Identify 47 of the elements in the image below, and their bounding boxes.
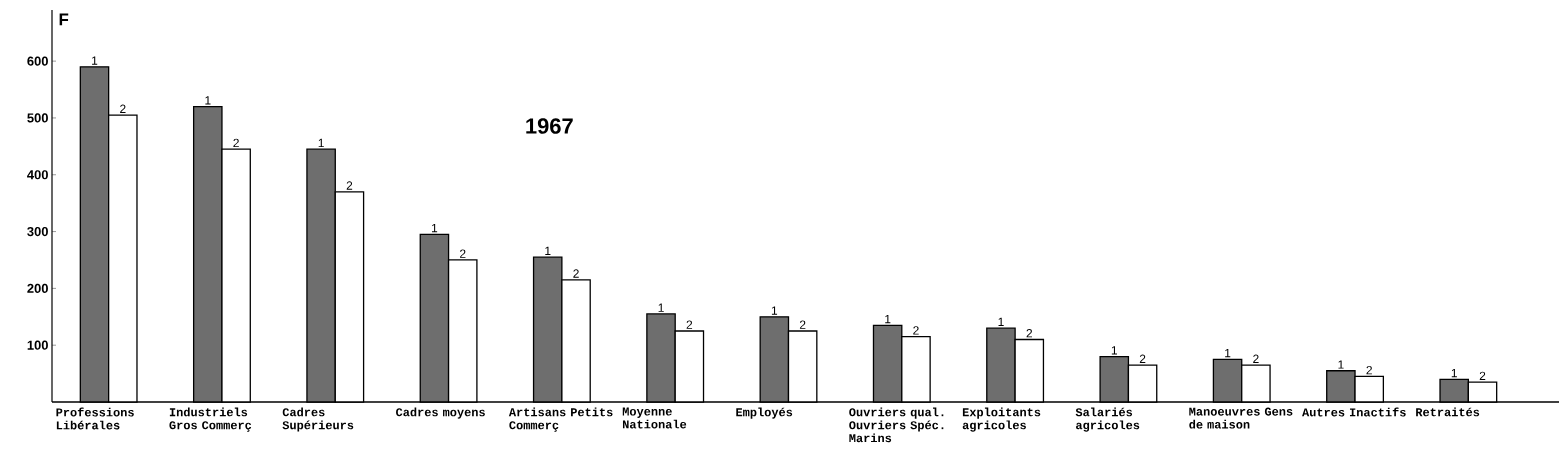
y-tick-label: 100 [27,340,48,350]
text: 1 [1225,349,1231,358]
text: 1 [771,306,778,315]
text: 1 [205,96,211,105]
text: 2 [1366,365,1372,375]
text: 1 [998,317,1004,326]
text: 2 [686,320,693,329]
y-tick-label: 200 [27,283,48,293]
text: 2 [1479,371,1486,380]
text: 2 [1026,329,1032,338]
text: 1 [885,314,891,324]
text: 1 [1111,346,1117,355]
text: 2 [799,320,806,329]
x-tick-label: Retraités [1416,407,1480,417]
y-tick-label: 300 [27,226,48,237]
y-tick-label: 500 [27,113,48,123]
x-tick-label: Autres Inactifs [1302,407,1406,417]
text: 1 [1451,368,1457,378]
x-tick-label: Exploitants agricoles [962,407,1041,432]
text: 1 [92,56,98,65]
x-tick-label: Manoeuvres Gens de maison [1189,407,1293,429]
x-tick-label: Industriels Gros Commerç [169,407,252,432]
text: 1 [432,224,438,233]
series-label: 2 [233,138,239,148]
text: 2 [1253,354,1259,363]
x-tick-label: Professions Libérales [56,407,134,430]
text: 1967 [526,118,573,134]
text: 2 [460,249,466,258]
x-tick-label: Moyenne Nationale [622,407,687,429]
y-tick-label: 400 [27,170,48,180]
x-tick-label: Ouvriers qual. Ouvriers Spéc. Marins [849,407,944,443]
x-tick-label: Salariés agricoles [1075,407,1140,432]
x-tick-label: Cadres Supérieurs [282,407,354,432]
x-tick-label: Employés [736,407,793,419]
text: 2 [913,326,919,335]
x-tick-label: Artisans Petits Commerç [508,407,613,432]
text: 2 [346,181,353,190]
text: 2 [120,104,126,113]
text: 1 [1338,360,1344,369]
text: 1 [545,246,551,255]
text: 2 [573,269,579,278]
y-tick-label: 600 [27,56,48,66]
x-tick-label: Cadres moyens [396,407,485,419]
series-label: 1 [318,138,324,148]
y-axis-title: F [59,13,69,26]
text: 2 [1139,354,1146,363]
text: 1 [658,303,664,312]
